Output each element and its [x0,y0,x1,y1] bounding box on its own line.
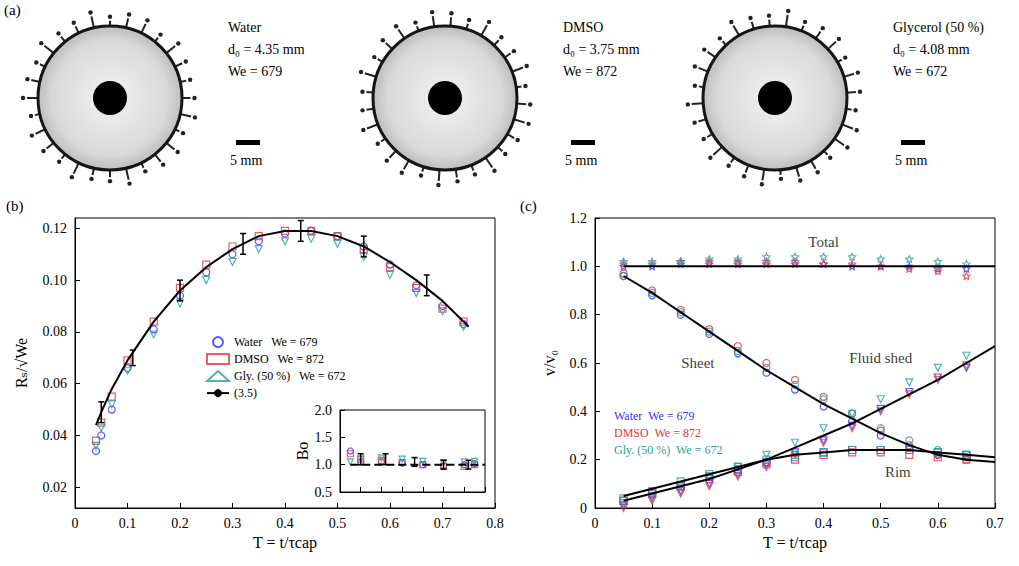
svg-text:0.06: 0.06 [43,376,68,391]
svg-text:0: 0 [72,516,79,531]
svg-text:0.6: 0.6 [570,356,588,371]
svg-text:We = 672: We = 672 [893,64,947,79]
svg-text:DMSO We = 872: DMSO We = 872 [614,426,701,440]
svg-text:0.5: 0.5 [329,516,347,531]
svg-text:0.8: 0.8 [570,307,588,322]
svg-text:0.2: 0.2 [570,452,588,467]
svg-text:0.4: 0.4 [815,516,833,531]
svg-text:0.7: 0.7 [434,516,452,531]
svg-text:d₀ = 4.35 mm: d₀ = 4.35 mm [228,42,305,57]
svg-text:(b): (b) [6,198,24,215]
svg-text:0.3: 0.3 [758,516,776,531]
svg-text:v/v₀: v/v₀ [541,350,558,376]
svg-text:5 mm: 5 mm [230,153,262,168]
svg-text:Total: Total [808,234,839,250]
svg-text:0.12: 0.12 [43,221,68,236]
svg-text:0.2: 0.2 [701,516,719,531]
svg-text:Water We = 679: Water We = 679 [614,409,695,423]
svg-text:Water We = 679: Water We = 679 [234,335,318,349]
svg-text:1.0: 1.0 [570,259,588,274]
svg-text:We = 679: We = 679 [228,64,282,79]
svg-text:(c): (c) [520,198,537,215]
svg-text:0.2: 0.2 [171,516,189,531]
svg-text:Rₛ/√We: Rₛ/√We [13,338,30,388]
svg-text:0: 0 [580,501,587,516]
svg-text:0.6: 0.6 [929,516,947,531]
svg-text:T = t/τcap: T = t/τcap [763,534,827,552]
svg-text:0.10: 0.10 [43,273,68,288]
svg-text:Gly. (50 %) We = 672: Gly. (50 %) We = 672 [614,443,722,457]
svg-text:0.04: 0.04 [43,428,68,443]
svg-text:Water: Water [228,20,261,35]
svg-text:0.4: 0.4 [276,516,294,531]
svg-text:DMSO: DMSO [563,20,603,35]
svg-text:2.0: 2.0 [315,403,333,418]
svg-text:Bo: Bo [294,442,311,461]
svg-text:(a): (a) [4,2,21,19]
svg-text:0: 0 [592,516,599,531]
svg-text:Gly. (50 %) We = 672: Gly. (50 %) We = 672 [234,369,345,383]
svg-text:0.08: 0.08 [43,324,68,339]
svg-text:0.5: 0.5 [315,485,333,500]
svg-text:0.7: 0.7 [986,516,1004,531]
svg-text:1.0: 1.0 [315,457,333,472]
svg-text:1.5: 1.5 [315,430,333,445]
svg-text:5 mm: 5 mm [565,153,597,168]
svg-text:0.6: 0.6 [381,516,399,531]
svg-text:0.3: 0.3 [224,516,242,531]
svg-text:T = t/τcap: T = t/τcap [253,534,317,552]
svg-text:Sheet: Sheet [681,355,715,371]
svg-text:d₀ = 4.08 mm: d₀ = 4.08 mm [893,42,970,57]
svg-text:0.4: 0.4 [570,404,588,419]
svg-text:0.02: 0.02 [43,480,68,495]
svg-text:(3.5): (3.5) [234,386,257,400]
svg-text:Glycerol (50 %): Glycerol (50 %) [893,20,984,36]
svg-text:DMSO We = 872: DMSO We = 872 [234,352,324,366]
svg-text:0.8: 0.8 [486,516,504,531]
svg-text:0.5: 0.5 [872,516,890,531]
svg-text:We = 872: We = 872 [563,64,617,79]
svg-text:Rim: Rim [885,464,911,480]
svg-text:5 mm: 5 mm [895,153,927,168]
svg-text:d₀ = 3.75 mm: d₀ = 3.75 mm [563,42,640,57]
svg-text:0.1: 0.1 [643,516,661,531]
svg-text:1.2: 1.2 [570,211,588,226]
svg-text:Fluid shed: Fluid shed [849,350,912,366]
svg-text:0.1: 0.1 [119,516,137,531]
